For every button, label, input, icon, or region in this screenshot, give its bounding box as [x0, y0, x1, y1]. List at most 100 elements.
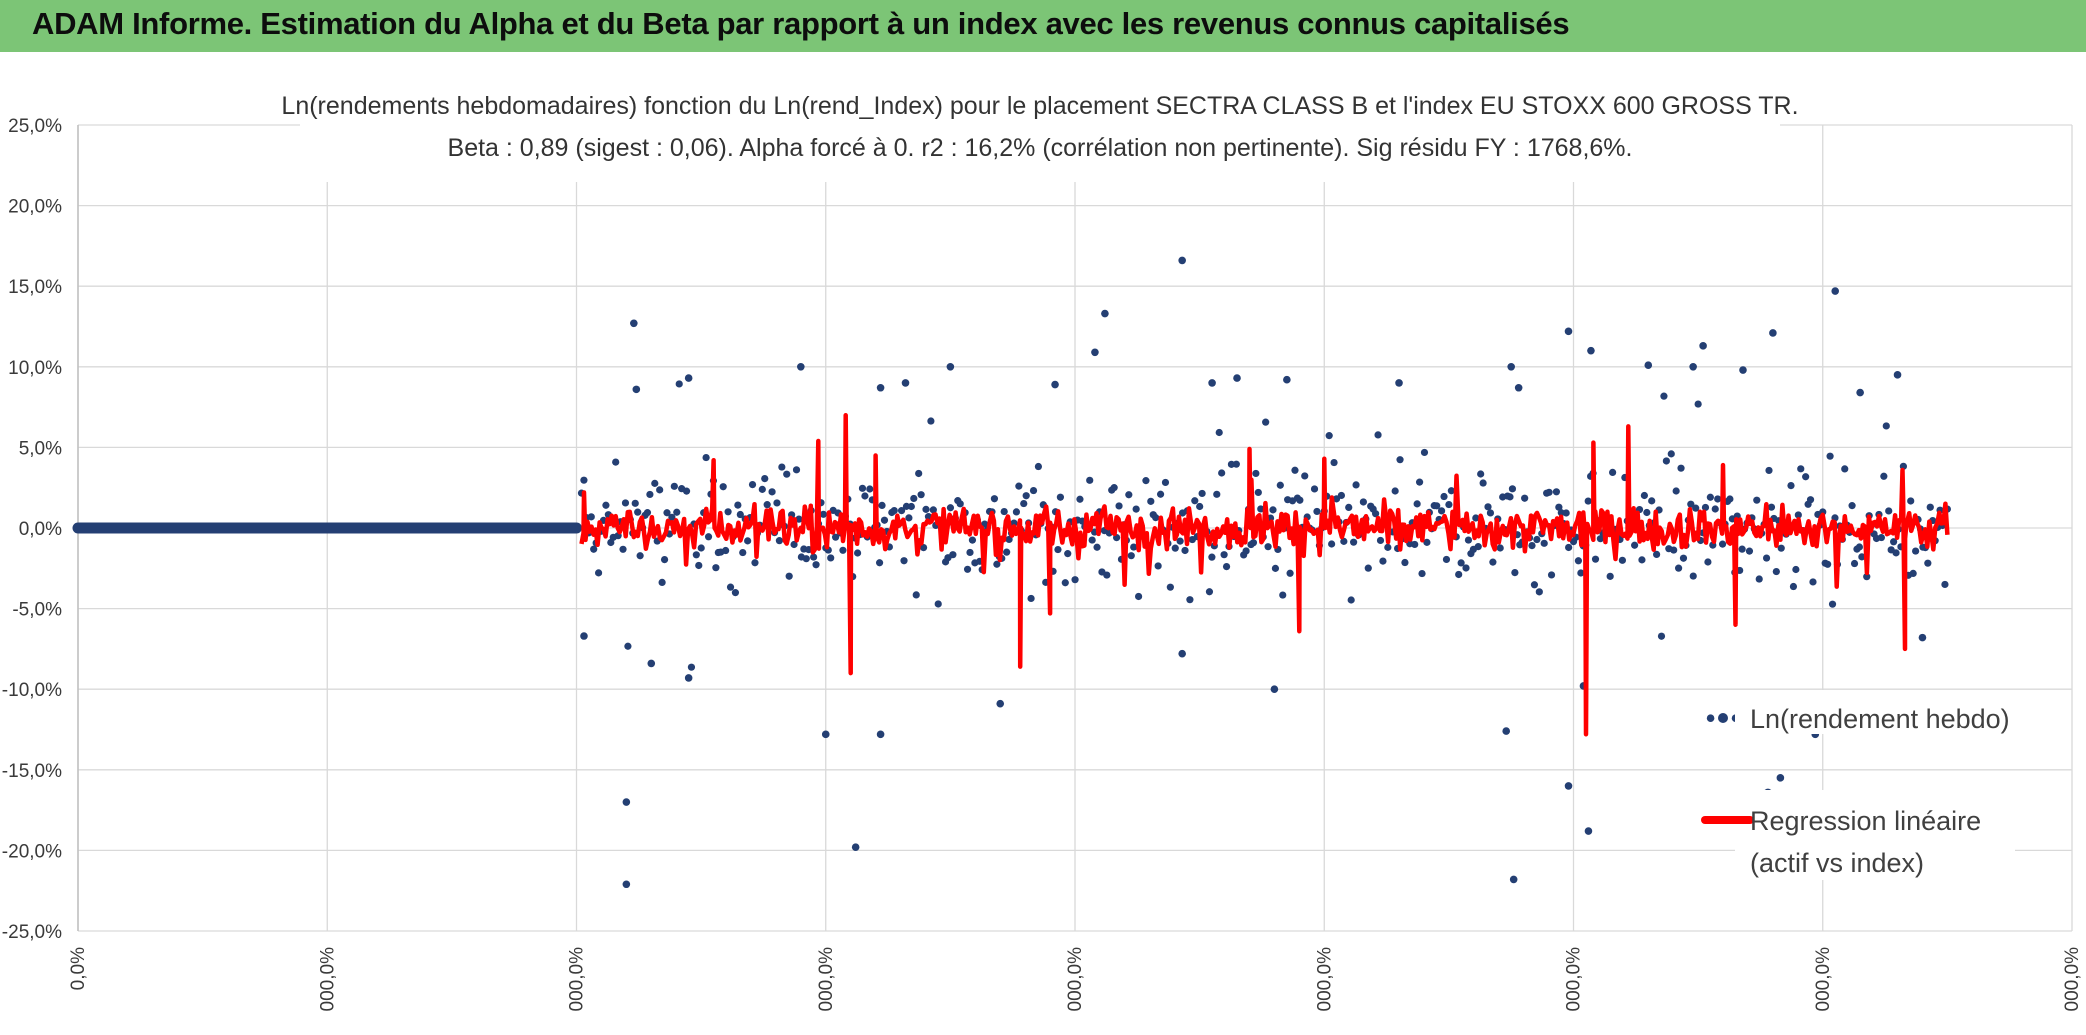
data-point: [1552, 488, 1561, 496]
data-point: [790, 540, 798, 549]
data-point: [1328, 540, 1336, 548]
data-point: [1257, 505, 1265, 513]
data-point-outlier: [1091, 348, 1099, 357]
data-point-outlier: [946, 363, 955, 371]
data-point: [736, 510, 744, 519]
data-point: [1606, 572, 1614, 580]
data-point: [1828, 600, 1837, 608]
data-point: [1015, 482, 1023, 490]
data-point-outlier: [1395, 379, 1403, 387]
data-point: [1689, 572, 1697, 580]
data-point: [692, 551, 700, 559]
chart-background: [0, 52, 2086, 1035]
data-point: [1511, 569, 1519, 577]
data-point: [739, 548, 747, 557]
data-point: [1345, 503, 1353, 512]
data-point: [1215, 428, 1223, 437]
data-point: [1618, 556, 1626, 564]
data-point: [861, 492, 869, 500]
data-point: [878, 501, 886, 509]
data-point: [1672, 487, 1680, 495]
data-point: [1738, 545, 1746, 553]
data-point: [1034, 462, 1043, 471]
data-point: [785, 572, 793, 580]
data-point: [1152, 514, 1160, 522]
data-point: [810, 553, 818, 561]
data-point: [1660, 392, 1668, 400]
data-point: [748, 481, 757, 489]
data-point: [1374, 431, 1382, 439]
data-point: [761, 475, 769, 483]
data-point: [890, 507, 898, 515]
data-point: [695, 561, 703, 570]
data-point: [1364, 564, 1372, 572]
x-tick-label: 0,0%: [68, 947, 89, 990]
data-point: [1662, 457, 1670, 465]
data-point: [1941, 580, 1949, 589]
data-point: [919, 543, 928, 552]
data-point: [726, 583, 735, 591]
data-point: [1584, 497, 1592, 505]
data-point-outlier: [1233, 374, 1241, 382]
data-point: [1154, 562, 1162, 570]
data-point: [1535, 588, 1543, 596]
header-banner: ADAM Informe. Estimation du Alpha et du …: [0, 0, 2086, 52]
data-point-outlier: [647, 659, 656, 668]
data-point: [673, 508, 681, 516]
data-point: [1103, 571, 1111, 579]
data-point: [1010, 519, 1018, 527]
x-tick-label: 000,0%: [1564, 947, 1585, 1012]
data-point: [949, 551, 957, 559]
data-point-outlier: [630, 319, 638, 328]
data-point: [734, 501, 742, 509]
data-point: [1093, 543, 1101, 551]
legend-label-regression-2: (actif vs index): [1750, 848, 1924, 878]
data-point: [1125, 491, 1133, 499]
data-point: [1855, 543, 1864, 551]
data-point: [1545, 488, 1553, 496]
data-point: [827, 554, 835, 562]
data-point: [1574, 557, 1583, 565]
data-point: [783, 470, 791, 478]
data-point-outlier: [632, 385, 641, 394]
data-point-outlier: [1514, 383, 1523, 392]
data-point: [1562, 509, 1570, 517]
x-tick-label: 000,0%: [2062, 947, 2083, 1012]
data-point: [656, 486, 664, 494]
data-point-outlier: [1283, 375, 1291, 384]
data-point: [1677, 464, 1685, 472]
data-point: [1767, 503, 1776, 511]
data-point: [1638, 556, 1646, 564]
data-point: [956, 500, 964, 508]
data-point: [1863, 573, 1871, 581]
data-point: [1411, 540, 1419, 549]
data-point-outlier: [821, 730, 830, 739]
data-point-outlier: [1644, 361, 1653, 369]
data-point: [1132, 505, 1140, 513]
data-point: [1071, 576, 1079, 584]
data-point-outlier: [684, 674, 693, 682]
y-tick-label: -10,0%: [2, 680, 62, 701]
data-point: [1877, 533, 1886, 542]
data-point: [1029, 486, 1038, 495]
data-point: [1286, 569, 1294, 577]
y-tick-label: 10,0%: [8, 358, 62, 379]
data-point: [1692, 504, 1700, 512]
chart-subtitle: Beta : 0,89 (sigest : 0,06). Alpha forcé…: [448, 134, 1633, 162]
data-point: [1711, 505, 1719, 513]
data-point: [1003, 548, 1011, 556]
data-point: [1171, 544, 1179, 552]
data-point-outlier: [1587, 346, 1595, 355]
regression-line: [579, 412, 1950, 737]
data-point: [1415, 478, 1424, 486]
data-point-outlier: [684, 374, 693, 382]
data-point: [910, 494, 918, 503]
data-point: [775, 537, 784, 545]
data-point-outlier: [996, 699, 1005, 708]
data-point: [1718, 540, 1727, 548]
data-point: [1667, 450, 1675, 458]
data-point: [1391, 487, 1399, 495]
data-point: [1372, 510, 1380, 518]
legend-item-2-backdrop: [1735, 790, 2015, 880]
data-point: [963, 565, 972, 573]
